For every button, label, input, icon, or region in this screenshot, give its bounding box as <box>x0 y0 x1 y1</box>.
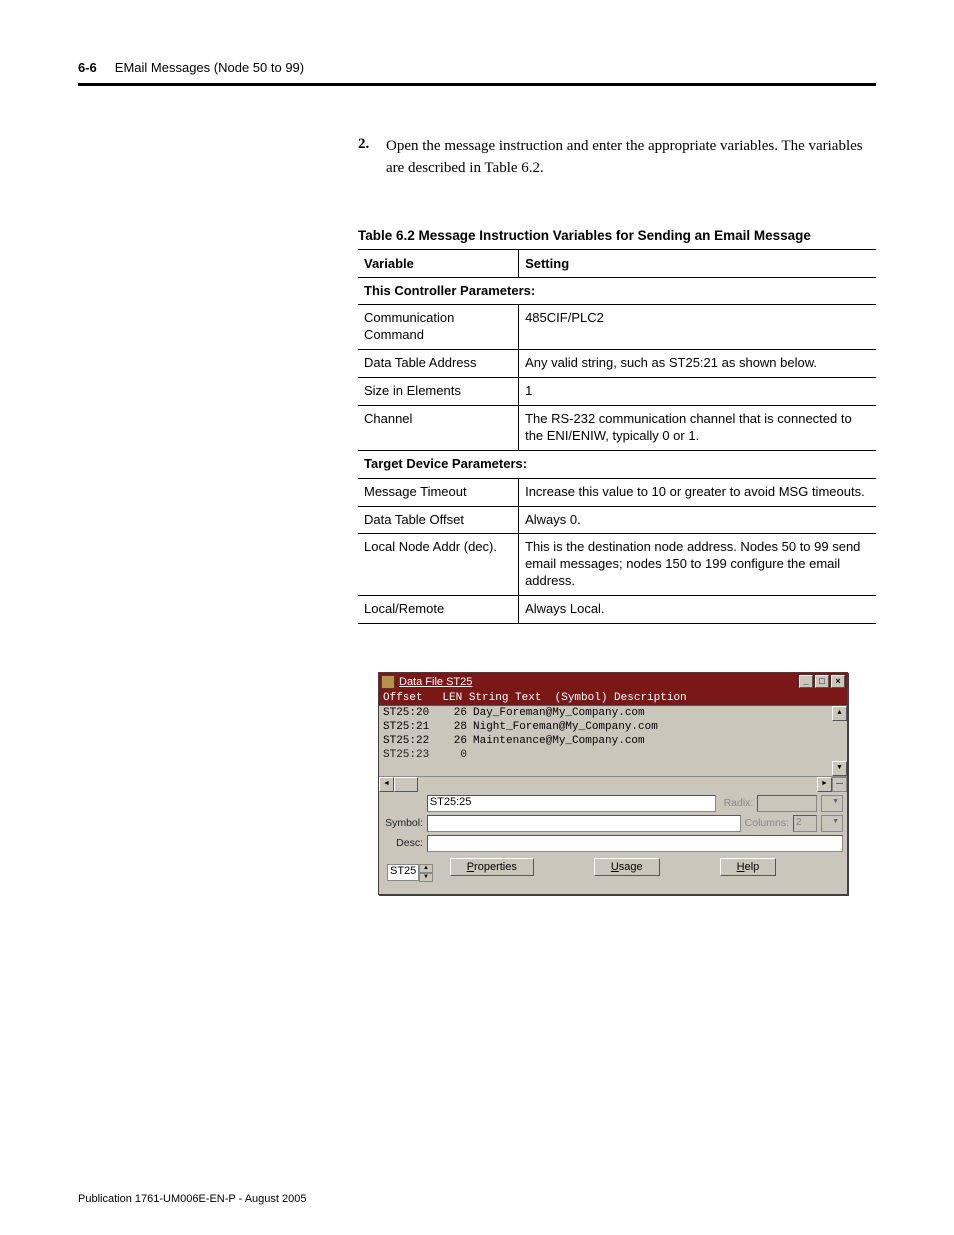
file-ref-input[interactable]: ST25 <box>387 864 419 881</box>
offset-input[interactable]: ST25:25 <box>427 795 716 812</box>
grid-row: ST25:230 <box>379 748 847 762</box>
window-title: Data File ST25 <box>399 676 797 688</box>
grid-row: ST25:2026Day_Foreman@My_Company.com <box>379 706 847 720</box>
set-cell: This is the destination node address. No… <box>519 534 876 596</box>
radix-select[interactable] <box>757 795 817 812</box>
set-cell: Always 0. <box>519 506 876 534</box>
help-button[interactable]: Help <box>720 858 777 876</box>
step-number: 2. <box>358 136 376 180</box>
scroll-right-button[interactable]: ► <box>817 777 832 792</box>
variables-table: Variable Setting This Controller Paramet… <box>358 249 876 624</box>
set-cell: The RS-232 communication channel that is… <box>519 405 876 450</box>
radix-label: Radix: <box>724 797 754 809</box>
titlebar[interactable]: Data File ST25 _ □ × <box>379 673 847 691</box>
grid-body: ST25:2026Day_Foreman@My_Company.com ST25… <box>379 706 847 776</box>
scroll-left-button[interactable]: ◄ <box>379 777 394 792</box>
page-number: 6-6 <box>78 60 97 75</box>
var-cell: Size in Elements <box>358 378 519 406</box>
page-title: EMail Messages (Node 50 to 99) <box>115 60 304 75</box>
vertical-scrollbar[interactable]: ▲ ▼ <box>832 706 847 776</box>
columns-label: Columns: <box>745 817 789 829</box>
var-cell: Data Table Offset <box>358 506 519 534</box>
step-text: Open the message instruction and enter t… <box>386 136 876 180</box>
horizontal-scrollbar[interactable]: ◄ ► ― <box>379 776 847 791</box>
columns-dropdown-icon[interactable] <box>821 815 843 832</box>
symbol-input[interactable] <box>427 815 741 832</box>
var-cell: Local Node Addr (dec). <box>358 534 519 596</box>
desc-label: Desc: <box>383 837 423 849</box>
properties-button[interactable]: Properties <box>450 858 534 876</box>
columns-input[interactable]: 2 <box>793 815 817 832</box>
desc-input[interactable] <box>427 835 843 852</box>
var-cell: Local/Remote <box>358 596 519 624</box>
section-controller: This Controller Parameters: <box>358 277 876 305</box>
page-header: 6-6 EMail Messages (Node 50 to 99) <box>78 60 876 75</box>
var-cell: Message Timeout <box>358 478 519 506</box>
scroll-up-button[interactable]: ▲ <box>832 706 847 721</box>
var-cell: Communication Command <box>358 305 519 350</box>
instruction-step: 2. Open the message instruction and ente… <box>358 136 876 180</box>
var-cell: Channel <box>358 405 519 450</box>
minimize-button[interactable]: _ <box>799 675 813 688</box>
table-caption: Table 6.2 Message Instruction Variables … <box>358 228 876 243</box>
scroll-thumb[interactable] <box>394 777 418 792</box>
usage-button[interactable]: Usage <box>594 858 660 876</box>
grid-row: ST25:2226Maintenance@My_Company.com <box>379 734 847 748</box>
section-target: Target Device Parameters: <box>358 450 876 478</box>
grid-row: ST25:2128Night_Foreman@My_Company.com <box>379 720 847 734</box>
scroll-corner: ― <box>832 777 847 792</box>
data-file-window: Data File ST25 _ □ × Offset LEN String T… <box>378 672 848 895</box>
close-button[interactable]: × <box>831 675 845 688</box>
window-icon <box>381 675 395 689</box>
form-area: ST25:25 Radix: Symbol: Columns: 2 Desc: <box>379 791 847 894</box>
set-cell: Increase this value to 10 or greater to … <box>519 478 876 506</box>
var-cell: Data Table Address <box>358 350 519 378</box>
col-header-variable: Variable <box>358 249 519 277</box>
symbol-label: Symbol: <box>383 817 423 829</box>
set-cell: 485CIF/PLC2 <box>519 305 876 350</box>
file-ref: ST25 ▲▼ <box>387 864 433 882</box>
set-cell: 1 <box>519 378 876 406</box>
header-rule <box>78 83 876 86</box>
radix-dropdown-icon[interactable] <box>821 795 843 812</box>
publication-footer: Publication 1761-UM006E-EN-P - August 20… <box>78 1193 307 1205</box>
set-cell: Any valid string, such as ST25:21 as sho… <box>519 350 876 378</box>
maximize-button[interactable]: □ <box>815 675 829 688</box>
scroll-down-button[interactable]: ▼ <box>832 761 847 776</box>
col-header-setting: Setting <box>519 249 876 277</box>
file-ref-spinner[interactable]: ▲▼ <box>419 864 433 882</box>
set-cell: Always Local. <box>519 596 876 624</box>
grid-header: Offset LEN String Text (Symbol) Descript… <box>379 691 847 706</box>
